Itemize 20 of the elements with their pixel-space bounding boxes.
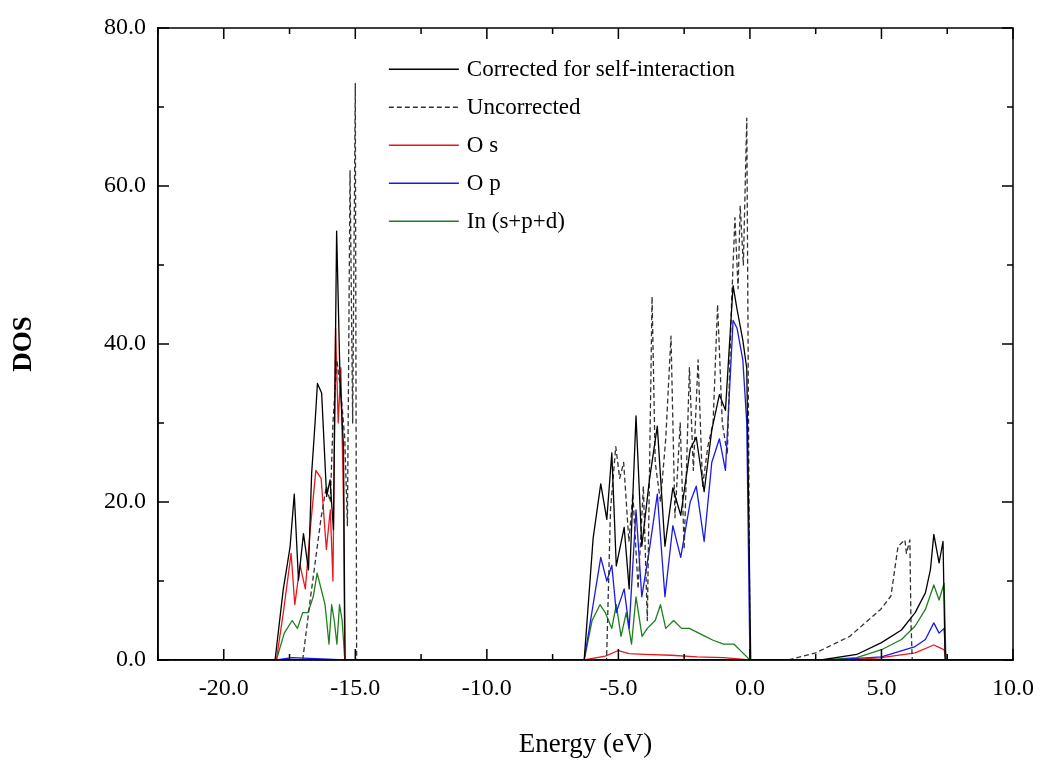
x-tick-label: -5.0 — [599, 673, 638, 700]
y-tick-label: 0.0 — [116, 645, 146, 672]
legend-label: O s — [466, 132, 499, 158]
x-axis-title: Energy (eV) — [518, 727, 653, 758]
legend-label: Uncorrected — [466, 94, 581, 120]
y-tick-label: 40.0 — [104, 329, 146, 356]
line-series — [302, 82, 913, 660]
x-tick-label: -15.0 — [330, 673, 381, 700]
x-tick-label: -10.0 — [461, 673, 512, 700]
x-tick-label: 5.0 — [866, 673, 897, 700]
y-axis-title: DOS — [7, 316, 38, 372]
x-tick-label: -20.0 — [198, 673, 249, 700]
y-tick-label: 80.0 — [104, 13, 146, 40]
legend-label: In (s+p+d) — [466, 208, 565, 234]
legend-label: Corrected for self-interaction — [466, 56, 736, 82]
x-tick-label: 0.0 — [734, 673, 765, 700]
legend-label: O p — [466, 170, 501, 196]
y-tick-label: 20.0 — [104, 487, 146, 514]
y-tick-label: 60.0 — [104, 171, 146, 198]
x-tick-label: 10.0 — [992, 673, 1034, 700]
